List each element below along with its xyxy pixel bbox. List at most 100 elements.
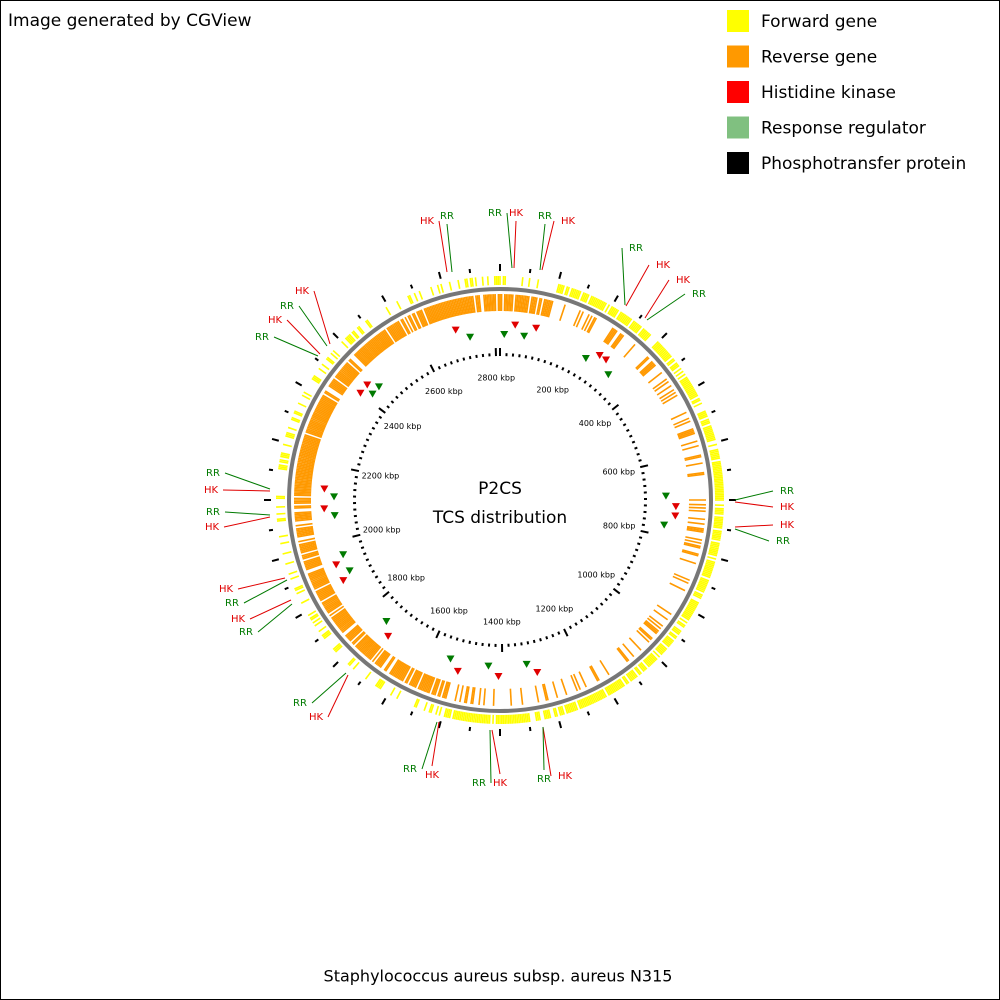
gene-stripe [430,286,435,296]
ruler-tick [435,630,441,639]
gene-stripe [540,298,546,316]
outer-mark [661,661,668,668]
gene-stripe [321,363,330,371]
gene-stripe [324,390,341,401]
gene-stripe [331,609,347,621]
gene-stripe [369,339,382,354]
gene-stripe [437,303,444,321]
ruler-tick [526,641,530,645]
gene-stripe [373,336,385,352]
gene-stripe [584,294,590,304]
gene-stripe [572,309,582,327]
callout-label: HK [656,260,671,271]
gene-stripe [687,389,696,396]
callout-line [298,305,328,347]
gene-stripe [578,671,587,688]
gene-stripe [418,673,428,691]
callout-label: HK [558,771,573,782]
gene-stripe [586,696,592,706]
ruler-tick [637,542,641,546]
gene-stripe [713,521,723,524]
gene-stripe [479,714,483,724]
gene-stripe [608,306,615,316]
outer-mark [332,661,339,668]
gene-stripe [514,294,517,312]
feature-arrow [330,493,339,501]
gene-stripe [685,462,703,467]
gene-stripe [687,521,705,526]
gene-stripe [660,391,677,402]
gene-stripe [451,299,457,317]
gene-stripe [664,355,672,363]
gene-stripe [653,343,662,351]
gene-stripe [344,624,359,637]
ruler-tick [378,580,382,585]
gene-stripe [537,711,542,721]
gene-stripe [705,435,715,440]
ruler-tick [360,450,365,454]
gene-stripe [315,583,332,593]
gene-stripe [312,376,321,383]
gene-stripe [295,471,313,476]
gene-stripe [518,294,522,313]
gene-stripe [714,479,724,483]
gene-stripe [568,703,574,713]
outer-mark [409,284,414,289]
feature-arrow [660,521,669,529]
gene-stripe [684,608,694,615]
ruler-tick [578,376,582,381]
gene-stripe [651,341,659,349]
outer-mark [332,332,339,339]
gene-stripe [639,360,653,374]
ruler-tick [572,373,576,377]
gene-stripe [483,688,486,706]
gene-stripe [391,660,402,677]
gene-stripe [420,309,429,326]
gene-stripe [642,332,651,341]
ruler-tick [567,369,571,374]
gene-stripe [706,559,716,564]
gene-stripe [682,613,691,620]
gene-stripe [307,610,317,617]
gene-stripe [604,304,611,313]
gene-stripe [401,318,411,335]
gene-stripe [685,536,703,541]
callout-line [223,516,271,528]
gene-stripe [559,304,566,321]
gene-stripe [354,352,368,366]
outer-mark [468,268,472,274]
ruler-tick [563,628,569,637]
feature-arrow [330,512,339,520]
gene-stripe [301,394,311,401]
gene-stripe [650,652,658,661]
gene-stripe [683,541,701,548]
gene-stripe [428,703,433,713]
gene-stripe [294,584,304,590]
gene-stripe [299,541,317,548]
feature-arrow [356,389,365,397]
gene-stripe [470,687,475,705]
gene-stripe [332,349,341,358]
ruler-tick [358,540,363,543]
ruler-tick [404,609,408,613]
gene-stripe [417,310,426,327]
gene-stripe [712,532,722,536]
ruler-tick [623,571,628,576]
ruler-tick [634,446,638,450]
ruler-tick [449,361,453,365]
gene-stripe [464,712,468,722]
gene-stripe [296,527,314,532]
outer-mark [711,409,716,414]
gene-stripe [466,296,472,314]
gene-stripe [291,416,301,422]
gene-stripe [319,591,336,602]
gene-stripe [331,608,346,620]
callout-line [431,721,440,767]
gene-stripe [378,332,390,348]
gene-stripe [690,598,700,604]
gene-stripe [339,369,354,382]
gene-stripe [659,642,668,651]
gene-stripe [388,659,400,675]
outer-mark [437,271,442,280]
gene-stripe [383,329,395,345]
